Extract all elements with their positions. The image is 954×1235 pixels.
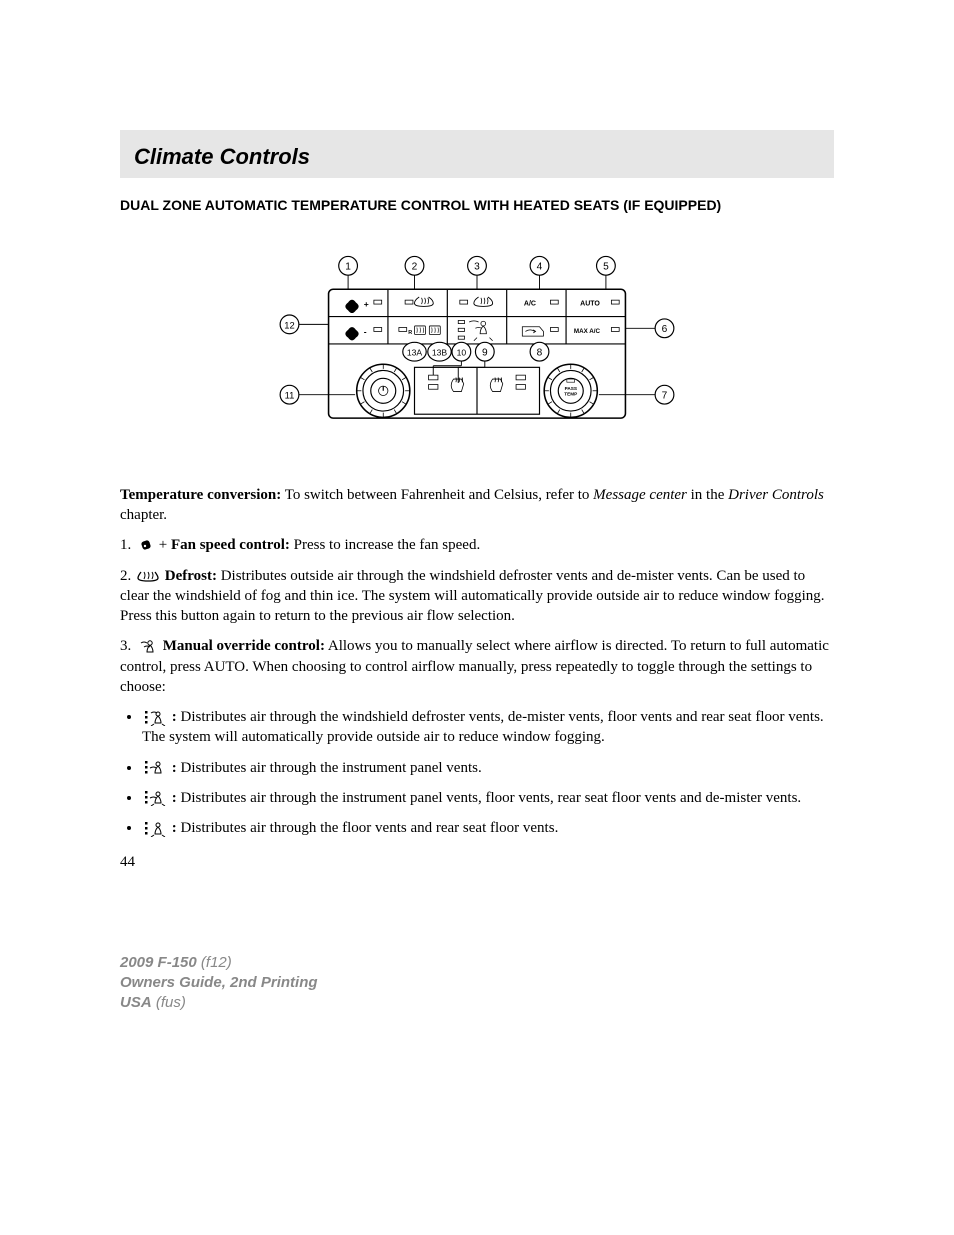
footer-block: 2009 F-150 (f12) Owners Guide, 2nd Print… xyxy=(120,953,834,1014)
btn-auto-label: AUTO xyxy=(580,301,600,308)
mode-panel-floor-icon xyxy=(144,790,166,806)
svg-text:R: R xyxy=(408,330,412,336)
manual-page: Climate Controls DUAL ZONE AUTOMATIC TEM… xyxy=(0,0,954,1100)
callout-10: 10 xyxy=(457,348,467,358)
item-2-defrost: 2. Defrost: Distributes outside air thro… xyxy=(120,566,834,627)
callout-8: 8 xyxy=(537,348,543,359)
callout-7: 7 xyxy=(662,390,668,401)
btn-airflow-mode-icon xyxy=(458,320,492,340)
temp-conv-label: Temperature conversion: xyxy=(120,487,281,503)
svg-text:TEMP: TEMP xyxy=(564,391,577,396)
item-1-fan-speed: 1. + Fan speed control: Press to increas… xyxy=(120,535,834,555)
btn-fan-plus-icon: + xyxy=(345,299,381,313)
btn-fan-minus-icon: - xyxy=(345,326,381,340)
front-defrost-icon xyxy=(137,569,159,583)
btn-maxac-label: MAX A/C xyxy=(574,328,601,335)
mode-floor: : Distributes air through the floor vent… xyxy=(142,818,834,838)
svg-text:+: + xyxy=(364,299,369,309)
footer-region: USA xyxy=(120,994,152,1011)
callout-13b: 13B xyxy=(432,348,448,358)
btn-defrost-ind-icon xyxy=(405,297,433,306)
section-heading: DUAL ZONE AUTOMATIC TEMPERATURE CONTROL … xyxy=(120,196,834,215)
btn-ac-label: A/C xyxy=(524,301,536,308)
diagram-svg: + A/C AUTO - xyxy=(227,225,727,455)
mode-floor-icon xyxy=(144,821,166,837)
svg-text:PASS: PASS xyxy=(565,386,577,391)
callout-9: 9 xyxy=(482,348,488,359)
svg-text:-: - xyxy=(364,326,367,336)
header-band: Climate Controls xyxy=(120,130,834,178)
footer-guide: Owners Guide, 2nd Printing xyxy=(120,973,834,993)
passenger-temp-knob-icon: PASS TEMP xyxy=(544,364,597,417)
passenger-heated-seat-icon xyxy=(490,375,525,391)
page-number: 44 xyxy=(120,852,834,872)
mode-defrost-floor-icon xyxy=(144,710,166,726)
para-temp-conversion: Temperature conversion: To switch betwee… xyxy=(120,485,834,526)
climate-panel-diagram: + A/C AUTO - xyxy=(120,225,834,455)
item-3-manual-override: 3. Manual override control: Allows you t… xyxy=(120,636,834,697)
driver-temp-knob-icon xyxy=(357,364,410,417)
callout-13a: 13A xyxy=(407,348,423,358)
fan-icon xyxy=(137,539,153,553)
item2-label: Defrost: xyxy=(165,568,217,584)
btn-rear-defrost-icon: R xyxy=(399,326,440,336)
airflow-person-icon xyxy=(137,639,157,655)
airflow-mode-list: : Distributes air through the windshield… xyxy=(120,707,834,838)
btn-recirc-icon xyxy=(522,327,558,336)
mode-defrost-floor: : Distributes air through the windshield… xyxy=(142,707,834,748)
callout-6: 6 xyxy=(662,324,668,335)
mode-panel-icon xyxy=(144,760,166,776)
callout-11: 11 xyxy=(285,390,295,400)
callout-4: 4 xyxy=(537,262,543,273)
callout-3: 3 xyxy=(474,262,480,273)
mode-panel-floor: : Distributes air through the instrument… xyxy=(142,788,834,808)
callout-12: 12 xyxy=(284,320,294,330)
callout-5: 5 xyxy=(603,262,609,273)
page-title: Climate Controls xyxy=(134,144,820,170)
body-text: Temperature conversion: To switch betwee… xyxy=(120,485,834,873)
item1-label: Fan speed control: xyxy=(171,537,290,553)
callout-2: 2 xyxy=(412,262,418,273)
footer-model: 2009 F-150 xyxy=(120,954,197,971)
btn-defrost-icon xyxy=(460,297,493,306)
callout-1: 1 xyxy=(345,262,351,273)
item3-label: Manual override control: xyxy=(163,638,325,654)
mode-panel: : Distributes air through the instrument… xyxy=(142,758,834,778)
